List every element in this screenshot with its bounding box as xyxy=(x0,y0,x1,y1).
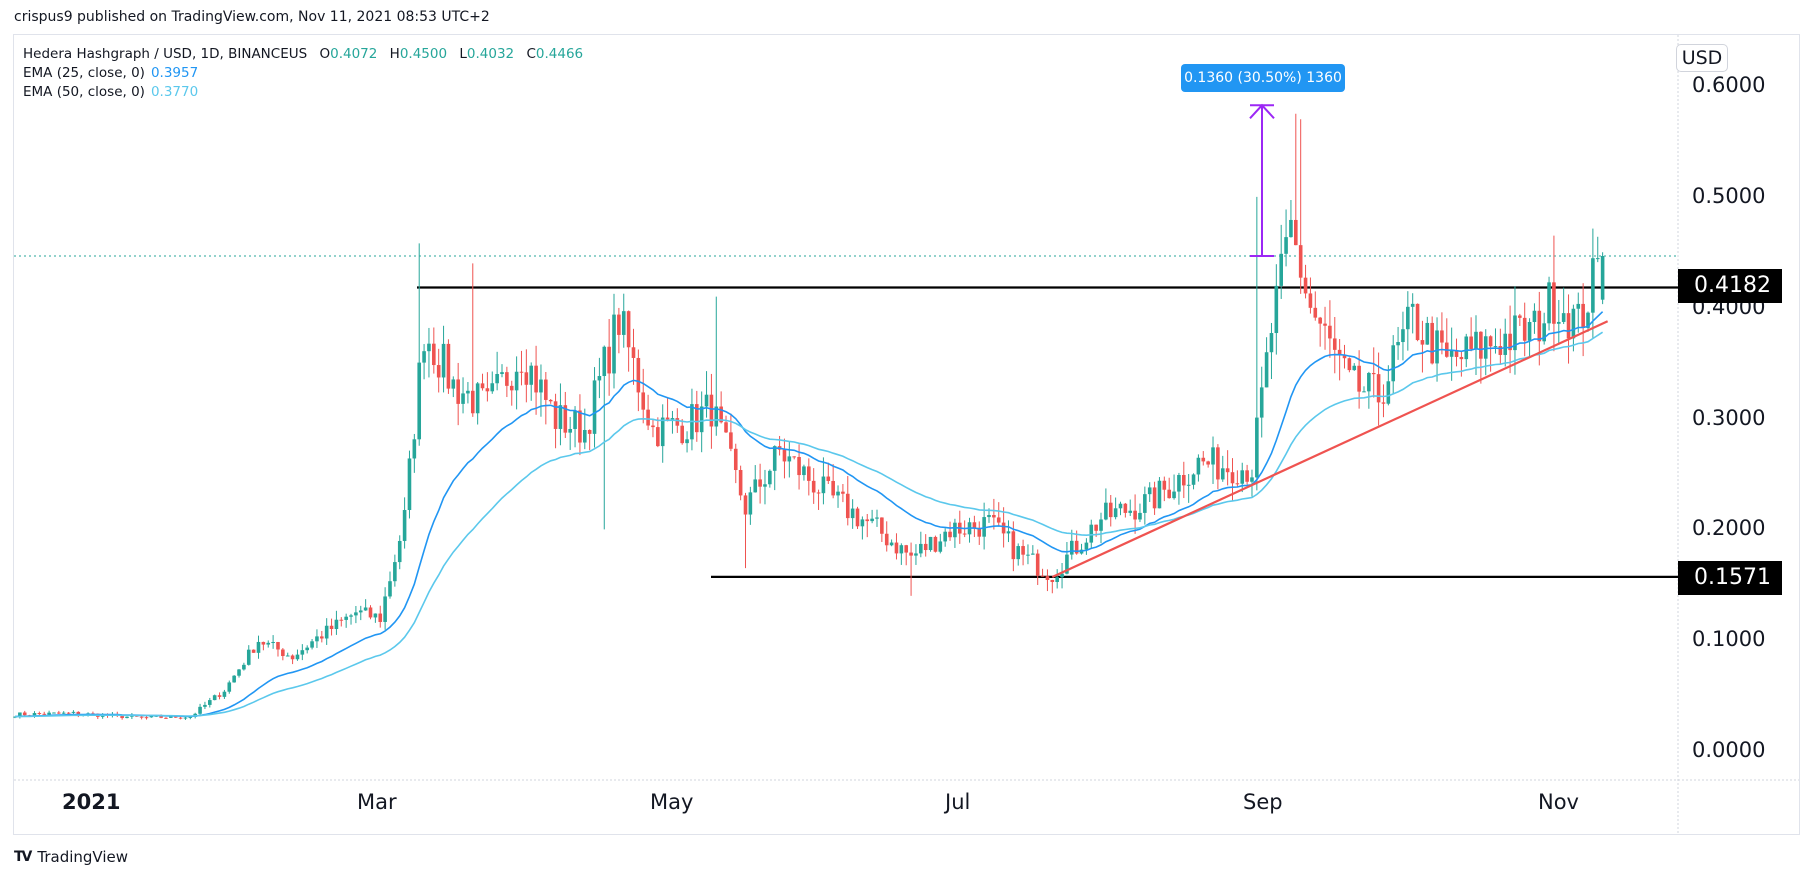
close-key: C xyxy=(526,46,536,62)
time-tick: Mar xyxy=(357,790,397,814)
horizontal-levels[interactable] xyxy=(417,286,1678,578)
ema25-row[interactable]: EMA (25, close, 0) 0.3957 xyxy=(23,64,591,83)
ema50-label: EMA (50, close, 0) xyxy=(23,84,145,100)
support-price-label: 0.1571 xyxy=(1678,561,1782,595)
ema25-value: 0.3957 xyxy=(150,65,199,81)
ema-lines xyxy=(14,311,1604,718)
currency-button[interactable]: USD xyxy=(1676,44,1728,72)
price-tick: 0.2000 xyxy=(1692,516,1766,541)
high-key: H xyxy=(389,46,400,62)
tradingview-logo-icon: TV xyxy=(14,849,32,865)
symbol-title[interactable]: Hedera Hashgraph / USD, 1D, BINANCEUS xyxy=(23,46,308,62)
measure-label: 0.1360 (30.50%) 1360 xyxy=(1181,64,1345,92)
price-tick: 0.6000 xyxy=(1692,73,1766,97)
time-tick: Sep xyxy=(1243,790,1283,814)
chart-frame xyxy=(13,34,1800,835)
symbol-row: Hedera Hashgraph / USD, 1D, BINANCEUS O0… xyxy=(23,45,591,64)
chart-legend: Hedera Hashgraph / USD, 1D, BINANCEUS O0… xyxy=(23,45,591,102)
candlestick-series xyxy=(13,113,1605,720)
open-value: 0.4072 xyxy=(330,46,378,62)
brand-name: TradingView xyxy=(37,848,129,866)
high-value: 0.4500 xyxy=(399,46,448,62)
price-range-measure[interactable] xyxy=(1249,103,1275,258)
time-tick: 2021 xyxy=(62,790,121,814)
time-tick: May xyxy=(650,790,694,814)
time-tick: Jul xyxy=(945,790,971,814)
time-tick: Nov xyxy=(1538,790,1579,814)
price-tick: 0.3000 xyxy=(1692,405,1766,430)
open-key: O xyxy=(319,46,331,62)
ema50-row[interactable]: EMA (50, close, 0) 0.3770 xyxy=(23,83,591,102)
price-tick: 0.5000 xyxy=(1692,183,1766,208)
footer-branding: TV TradingView xyxy=(14,848,128,866)
trendline[interactable] xyxy=(1051,320,1609,578)
resistance-price-label: 0.4182 xyxy=(1678,269,1782,303)
price-tick: 0.1000 xyxy=(1692,627,1766,652)
close-value: 0.4466 xyxy=(535,46,584,62)
price-tick: 0.0000 xyxy=(1692,738,1766,762)
low-key: L xyxy=(459,46,467,62)
publish-info: crispus9 published on TradingView.com, N… xyxy=(14,9,490,25)
low-value: 0.4032 xyxy=(466,46,515,62)
ema50-value: 0.3770 xyxy=(150,84,199,100)
ema25-label: EMA (25, close, 0) xyxy=(23,65,145,81)
